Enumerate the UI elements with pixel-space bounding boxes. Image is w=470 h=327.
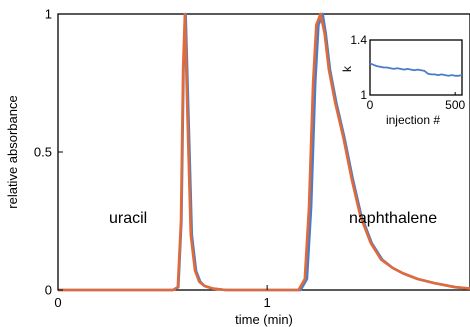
main-series-1-line [58, 12, 470, 292]
main-y-tick-label: 0.5 [34, 145, 52, 160]
inset-plot: 0 500 1 1.4 injection # k [340, 33, 466, 127]
main-y-axis-label: relative absorbance [5, 95, 20, 208]
inset-x-tick-label: 500 [445, 98, 465, 112]
inset-y-tick-label: 1.4 [350, 33, 367, 47]
main-y-tick-label: 0 [45, 283, 52, 298]
annotation-naphthalene: naphthalene [349, 210, 437, 227]
inset-y-tick-label: 1 [360, 88, 367, 102]
inset-x-tick-label: 0 [367, 98, 374, 112]
main-series-group [58, 12, 470, 292]
main-plot: 0 100.51 time (min) relative absorbance u… [5, 7, 470, 327]
inset-series-0-line [369, 62, 463, 77]
inset-x-axis-label: injection # [386, 113, 440, 127]
main-tick-group: 0 1 0 0.5 1 [34, 7, 271, 310]
main-x-tick-label: 1 [264, 295, 271, 310]
inset-series-group [369, 62, 463, 77]
main-y-tick-label: 1 [45, 7, 52, 22]
main-x-axis-label: time (min) [235, 312, 293, 327]
inset-tick-group: 0 500 1 1.4 [350, 33, 465, 112]
inset-y-axis-label: k [340, 65, 354, 72]
main-x-tick-label: 0 [54, 295, 61, 310]
annotation-uracil: uracil [109, 210, 147, 227]
